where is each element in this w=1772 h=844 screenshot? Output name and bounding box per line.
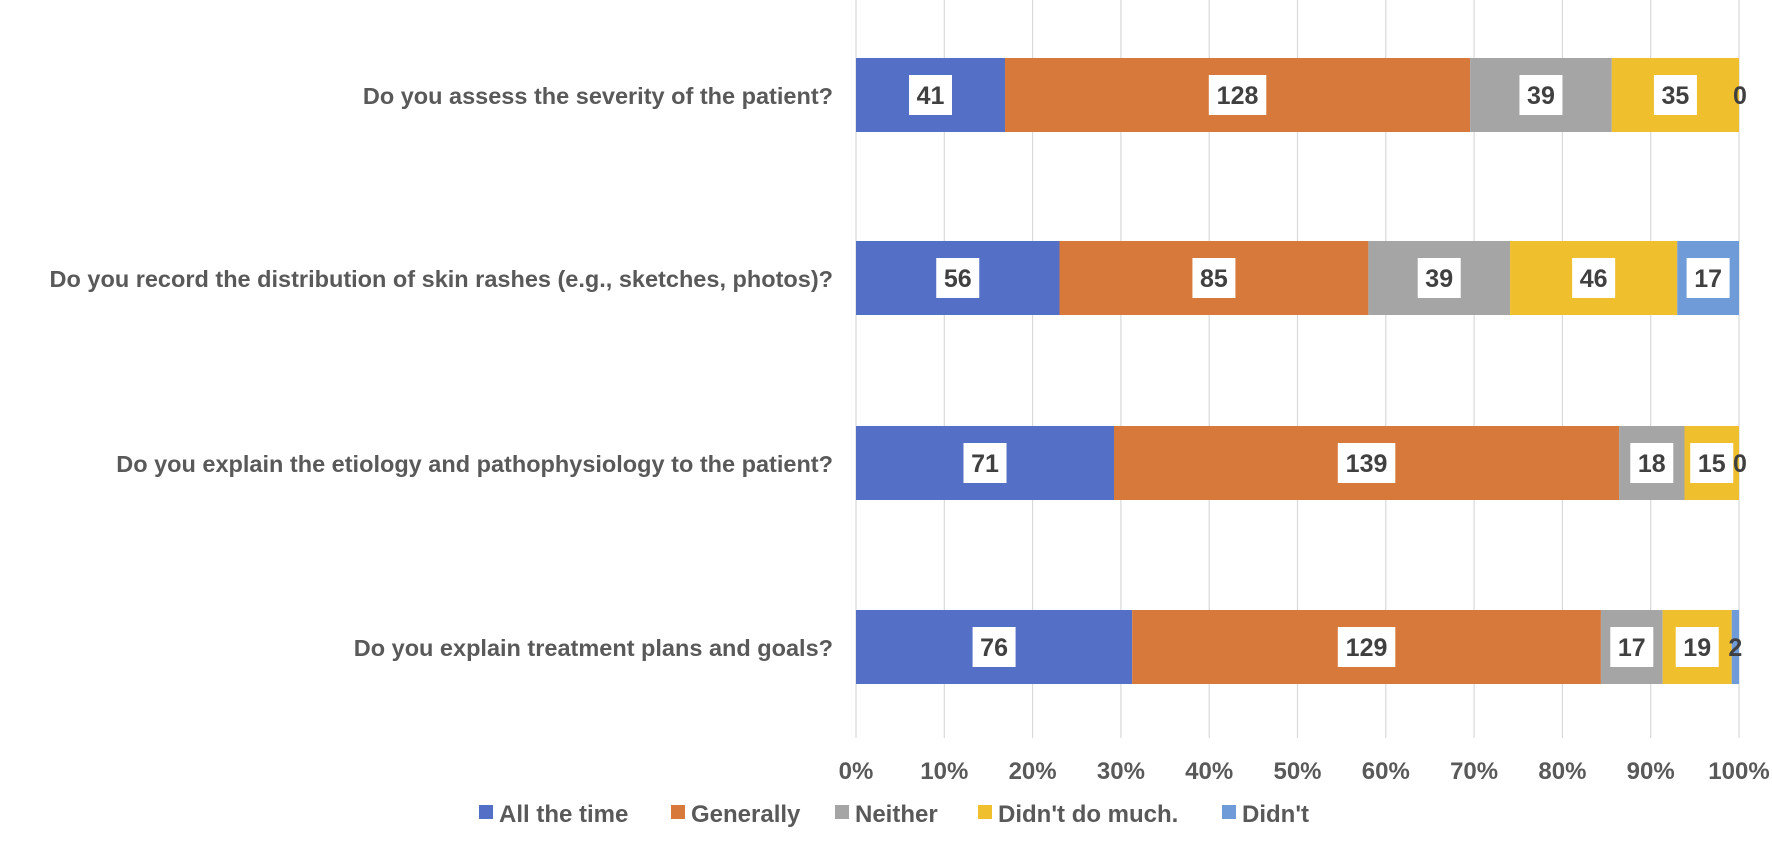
x-tick-label: 30% [1097, 758, 1145, 785]
x-tick-label: 50% [1273, 758, 1321, 785]
data-label-box [1610, 627, 1654, 667]
data-label: 128 [1217, 82, 1259, 110]
data-label: 139 [1346, 450, 1388, 478]
data-label: 0 [1733, 450, 1747, 478]
data-label-box [1519, 75, 1563, 115]
x-tick-label: 90% [1627, 758, 1675, 785]
data-label: 2 [1728, 634, 1742, 662]
data-label: 71 [971, 450, 999, 478]
legend-label: Generally [691, 801, 801, 828]
data-label-box [1337, 443, 1396, 483]
data-label: 46 [1580, 265, 1608, 293]
legend-label: All the time [499, 801, 628, 828]
data-label-box [1337, 627, 1396, 667]
data-label-box [1630, 443, 1674, 483]
data-label-box [1675, 627, 1719, 667]
data-label: 39 [1425, 265, 1453, 293]
data-label: 0 [1733, 82, 1747, 110]
legend-swatch [671, 805, 685, 819]
data-label: 85 [1200, 265, 1228, 293]
data-label: 15 [1698, 450, 1726, 478]
data-label-box [908, 75, 952, 115]
legend-swatch [978, 805, 992, 819]
category-label: Do you explain treatment plans and goals… [354, 635, 833, 661]
data-label: 17 [1694, 265, 1722, 293]
category-label: Do you explain the etiology and pathophy… [116, 451, 833, 477]
category-label: Do you assess the severity of the patien… [363, 83, 833, 109]
x-tick-label: 100% [1708, 758, 1769, 785]
data-label-box [936, 258, 980, 298]
legend-swatch [1222, 805, 1236, 819]
x-tick-label: 80% [1538, 758, 1586, 785]
data-label-box [1208, 75, 1267, 115]
data-label: 39 [1527, 82, 1555, 110]
data-label: 76 [980, 634, 1008, 662]
data-label: 129 [1346, 634, 1388, 662]
data-label: 19 [1683, 634, 1711, 662]
data-label-box [1653, 75, 1697, 115]
legend-label: Didn't do much. [998, 801, 1178, 828]
data-label: 41 [917, 82, 945, 110]
data-label-box [1572, 258, 1616, 298]
x-tick-label: 0% [839, 758, 874, 785]
data-label-box [1686, 258, 1730, 298]
x-tick-label: 40% [1185, 758, 1233, 785]
data-label: 56 [944, 265, 972, 293]
x-tick-label: 60% [1362, 758, 1410, 785]
data-label-box [1417, 258, 1461, 298]
x-tick-label: 70% [1450, 758, 1498, 785]
category-label: Do you record the distribution of skin r… [50, 266, 833, 292]
data-label-box [1192, 258, 1236, 298]
legend-swatch [479, 805, 493, 819]
bar-segment [1731, 610, 1739, 684]
legend-swatch [835, 805, 849, 819]
data-label: 35 [1662, 82, 1690, 110]
data-label-box [1690, 443, 1734, 483]
legend-label: Neither [855, 801, 938, 828]
data-label: 17 [1618, 634, 1646, 662]
data-label: 18 [1638, 450, 1666, 478]
data-label-box [963, 443, 1007, 483]
data-label-box [972, 627, 1016, 667]
x-tick-label: 20% [1009, 758, 1057, 785]
x-tick-label: 10% [920, 758, 968, 785]
legend-label: Didn't [1242, 801, 1309, 828]
